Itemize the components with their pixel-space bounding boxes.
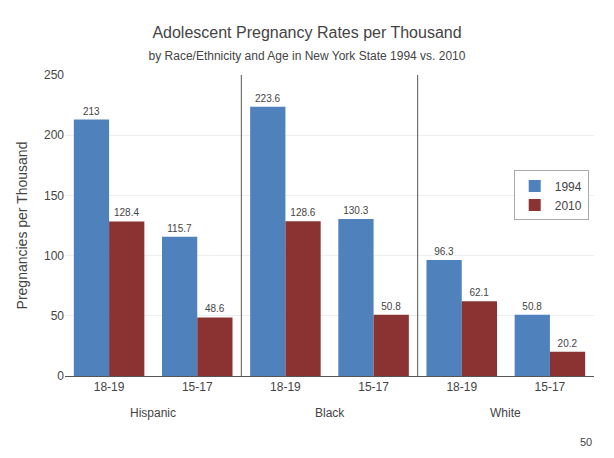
svg-text:Hispanic: Hispanic: [130, 406, 176, 420]
svg-text:128.6: 128.6: [290, 207, 315, 218]
svg-text:1994: 1994: [555, 180, 582, 194]
svg-text:by Race/Ethnicity and Age in N: by Race/Ethnicity and Age in New York St…: [149, 49, 466, 63]
svg-text:150: 150: [44, 189, 64, 203]
svg-text:Black: Black: [315, 406, 345, 420]
svg-text:Pregnancies per Thousand: Pregnancies per Thousand: [14, 142, 30, 310]
svg-text:15-17: 15-17: [358, 380, 389, 394]
svg-text:96.3: 96.3: [434, 246, 454, 257]
svg-text:115.7: 115.7: [167, 223, 192, 234]
svg-text:250: 250: [44, 68, 64, 82]
svg-text:15-17: 15-17: [535, 380, 566, 394]
svg-text:100: 100: [44, 249, 64, 263]
svg-text:0: 0: [57, 369, 64, 383]
svg-text:213: 213: [83, 106, 100, 117]
svg-text:50: 50: [580, 436, 592, 448]
svg-text:Adolescent Pregnancy Rates per: Adolescent Pregnancy Rates per Thousand: [152, 24, 461, 41]
svg-text:2010: 2010: [555, 199, 582, 213]
svg-text:50.8: 50.8: [381, 301, 401, 312]
svg-text:223.6: 223.6: [255, 93, 280, 104]
svg-text:50.8: 50.8: [522, 301, 542, 312]
svg-text:128.4: 128.4: [114, 207, 139, 218]
svg-text:50: 50: [51, 309, 65, 323]
svg-text:18-19: 18-19: [270, 380, 301, 394]
svg-text:18-19: 18-19: [94, 380, 125, 394]
svg-text:White: White: [490, 406, 521, 420]
svg-text:200: 200: [44, 128, 64, 142]
svg-text:130.3: 130.3: [343, 205, 368, 216]
svg-text:48.6: 48.6: [205, 303, 225, 314]
svg-text:15-17: 15-17: [182, 380, 213, 394]
svg-text:62.1: 62.1: [469, 287, 489, 298]
svg-text:20.2: 20.2: [558, 338, 578, 349]
svg-text:18-19: 18-19: [446, 380, 477, 394]
